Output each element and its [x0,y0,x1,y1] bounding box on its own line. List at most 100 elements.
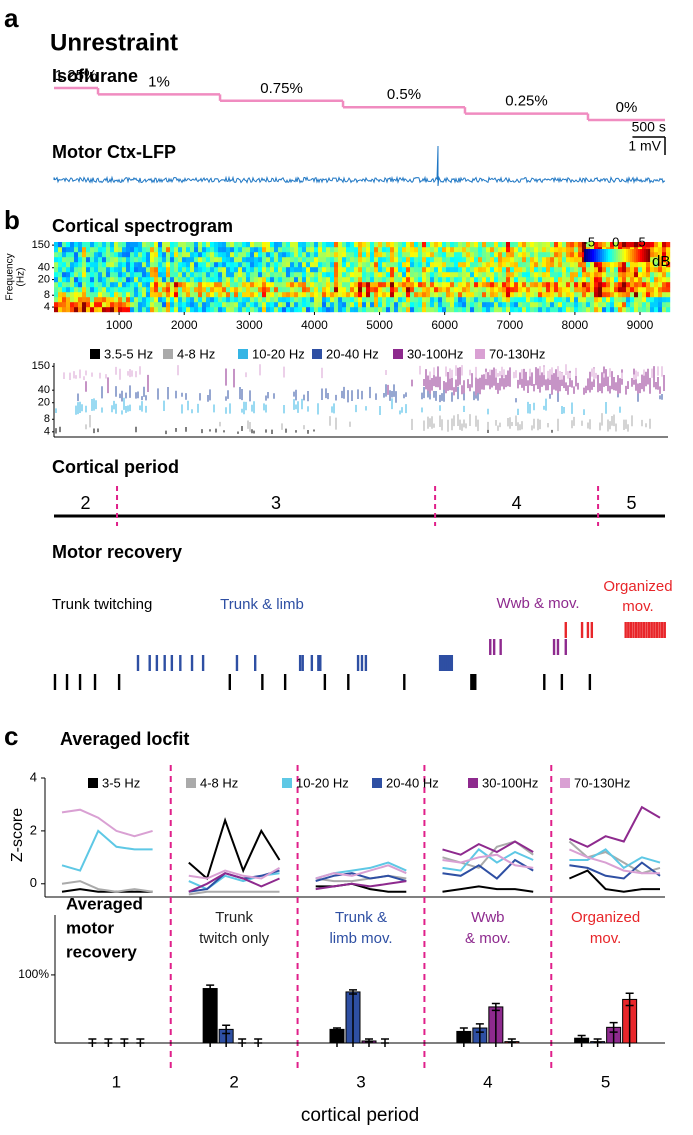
spectrogram-cell [142,242,147,248]
spectrogram-cell [410,262,415,268]
legend-label: 30-100Hz [407,346,463,361]
spectrogram-cell [130,292,135,298]
spectrogram-cell [594,297,599,303]
spectrogram-cell [54,282,59,288]
spectrogram-cell [214,267,219,273]
spectrogram-cell [194,262,199,268]
spectrogram-cell [562,287,567,293]
spectrogram-cell [134,277,139,283]
spectrogram-cell [218,297,223,303]
spectrogram-cell [606,307,611,313]
spectrogram-cell [154,242,159,248]
spectrogram-cell [94,307,99,313]
spectrogram-cell [98,302,103,308]
spectrogram-cell [622,242,627,248]
spectrogram-cell [290,307,295,313]
spectrogram-cell [486,297,491,303]
colorbar-cell [594,249,597,262]
spectrogram-cell [114,277,119,283]
spectrogram-cell [86,277,91,283]
spectrogram-cell [530,292,535,298]
spectrogram-cell [574,242,579,248]
spectrogram-cell [130,297,135,303]
spectrogram-cell [570,242,575,248]
chart-title: Isoflurane [52,66,138,86]
spectrogram-cell [58,277,63,283]
spectrogram-cell [378,247,383,253]
spectrogram-cell [262,267,267,273]
x-tick-label: 2000 [171,318,198,332]
error-bar [491,1002,500,1047]
spectrogram-cell [402,272,407,278]
spectrogram-cell [114,297,119,303]
spectrogram-cell [214,297,219,303]
spectrogram-cell [222,287,227,293]
spectrogram-cell [534,252,539,258]
spectrogram-cell [526,302,531,308]
spectrogram-cell [274,252,279,258]
spectrogram-cell [486,277,491,283]
spectrogram-cell [522,272,527,278]
spectrogram-cell [142,277,147,283]
spectrogram-cell [166,287,171,293]
spectrogram-cell [654,252,659,258]
spectrogram-cell [214,247,219,253]
spectrogram-cell [634,267,639,273]
spectrogram-cell [218,252,223,258]
spectrogram-cell [298,272,303,278]
spectrogram-cell [254,257,259,263]
spectrogram-cell [478,242,483,248]
error-bar [577,1034,586,1047]
spectrogram-cell [74,272,79,278]
spectrogram-cell [318,277,323,283]
spectrogram-cell [62,242,67,248]
spectrogram-cell [450,252,455,258]
error-bar [609,1021,618,1047]
spectrogram-cell [566,292,571,298]
spectrogram-cell [226,287,231,293]
spectrogram-cell [382,307,387,313]
spectrogram-cell [410,307,415,313]
spectrogram-cell [230,252,235,258]
spectrogram-cell [130,247,135,253]
spectrogram-cell [234,302,239,308]
spectrogram-cell [110,247,115,253]
spectrogram-cell [234,252,239,258]
spectrogram-cell [254,262,259,268]
spectrogram-cell [586,297,591,303]
spectrogram-cell [330,297,335,303]
spectrogram-cell [74,257,79,263]
spectrogram-cell [470,272,475,278]
spectrogram-cell [306,252,311,258]
spectrogram-cell [166,272,171,278]
spectrogram-cell [518,247,523,253]
spectrogram-cell [394,257,399,263]
y-tick-label: 8 [44,413,50,425]
spectrogram-cell [170,302,175,308]
spectrogram-cell [510,247,515,253]
spectrogram-cell [666,307,671,313]
spectrogram-cell [590,302,595,308]
spectrogram-cell [598,302,603,308]
spectrogram-cell [146,302,151,308]
spectrogram-cell [202,292,207,298]
spectrogram-cell [466,297,471,303]
chart-title: Motor recovery [52,542,182,562]
spectrogram-cell [302,292,307,298]
spectrogram-cell [138,282,143,288]
error-bar [222,1024,231,1047]
spectrogram-cell [542,247,547,253]
spectrogram-cell [230,307,235,313]
spectrogram-cell [90,277,95,283]
spectrogram-cell [174,247,179,253]
spectrogram-cell [230,277,235,283]
spectrogram-cell [334,262,339,268]
spectrogram-cell [386,287,391,293]
spectrogram-cell [346,287,351,293]
spectrogram-cell [254,267,259,273]
spectrogram-cell [282,277,287,283]
spectrogram-cell [554,247,559,253]
spectrogram-cell [634,297,639,303]
spectrogram-cell [374,307,379,313]
spectrogram-cell [66,277,71,283]
